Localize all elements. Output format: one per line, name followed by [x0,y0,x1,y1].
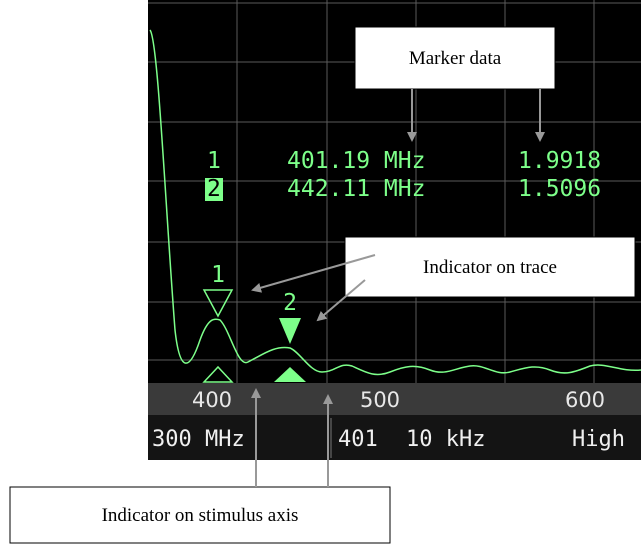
callout-text: Marker data [409,48,502,69]
marker-label: 1 [207,148,221,174]
start-frequency: 300 MHz [152,427,245,452]
arrow [316,279,366,322]
ifbw: 10 kHz [406,427,485,452]
stimulus-axis [148,383,641,415]
callout-text: Indicator on trace [423,257,557,278]
trace-marker [202,289,234,318]
power: High [572,427,625,452]
axis-tick-label: 600 [565,388,605,412]
arrow [251,254,376,293]
axis-tick-label: 400 [192,388,232,412]
trace [149,29,641,376]
trace-marker-label: 1 [211,262,225,288]
callout-box [344,236,636,298]
axis-marker [274,367,306,382]
marker-label: 2 [207,176,221,202]
marker-frequency: 401.19 MHz [287,148,425,174]
marker-value: 1.5096 [518,176,601,202]
callout-box [354,26,556,90]
marker-frequency: 442.11 MHz [287,176,425,202]
axis-tick-label: 500 [360,388,400,412]
status-bar [148,415,641,460]
points: 401 [338,427,378,452]
callout-box [9,486,391,544]
trace-marker [279,318,301,344]
trace-marker-label: 2 [283,290,297,316]
active-marker-box [205,178,223,201]
axis-marker [202,365,234,383]
callout-text: Indicator on stimulus axis [102,505,299,526]
marker-value: 1.9918 [518,148,601,174]
